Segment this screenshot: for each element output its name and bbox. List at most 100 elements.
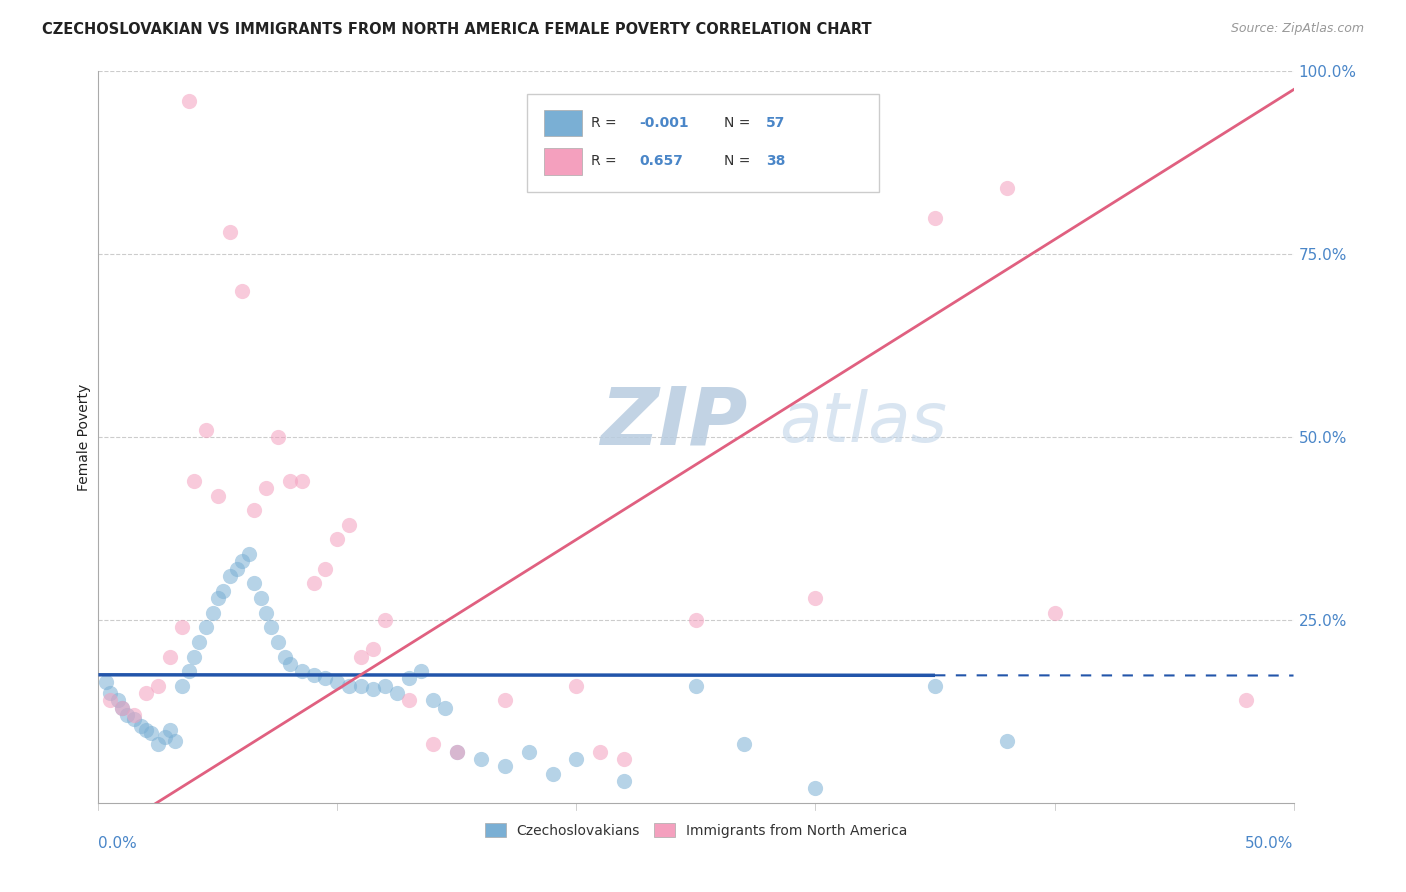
Point: [267, 430, 290, 444]
Point: [231, 284, 253, 298]
Point: [446, 745, 468, 759]
Text: N =: N =: [724, 116, 755, 130]
Point: [124, 708, 146, 723]
Point: [315, 562, 337, 576]
Point: [363, 642, 385, 657]
Text: 57: 57: [766, 116, 786, 130]
Point: [924, 211, 946, 225]
Point: [94, 675, 117, 690]
Point: [494, 693, 516, 707]
Point: [302, 576, 325, 591]
Point: [685, 679, 707, 693]
Point: [422, 737, 444, 751]
Point: [124, 712, 146, 726]
Point: [326, 533, 349, 547]
Point: [139, 726, 162, 740]
Point: [565, 752, 588, 766]
Point: [107, 693, 129, 707]
Point: [219, 569, 242, 583]
Point: [259, 620, 281, 634]
Point: [398, 693, 420, 707]
Point: [291, 664, 314, 678]
Point: [202, 606, 225, 620]
Text: N =: N =: [724, 154, 755, 169]
Point: [613, 752, 636, 766]
Point: [291, 474, 314, 488]
Point: [339, 679, 361, 693]
Point: [231, 554, 253, 568]
Point: [219, 225, 242, 239]
Y-axis label: Female Poverty: Female Poverty: [77, 384, 91, 491]
Point: [195, 423, 218, 437]
Point: [243, 576, 266, 591]
Point: [172, 620, 194, 634]
Point: [1043, 606, 1066, 620]
Text: 38: 38: [766, 154, 786, 169]
Point: [422, 693, 444, 707]
Point: [565, 679, 588, 693]
Point: [470, 752, 492, 766]
Point: [131, 719, 153, 733]
Point: [115, 708, 138, 723]
Point: [363, 682, 385, 697]
Point: [517, 745, 540, 759]
Point: [385, 686, 409, 700]
Point: [243, 503, 266, 517]
Point: [238, 547, 260, 561]
Point: [278, 657, 301, 671]
Text: atlas: atlas: [779, 389, 948, 456]
Text: R =: R =: [591, 116, 620, 130]
Point: [207, 591, 229, 605]
Text: ZIP: ZIP: [600, 384, 748, 461]
Point: [254, 606, 277, 620]
Point: [159, 723, 181, 737]
Point: [924, 679, 946, 693]
Point: [446, 745, 468, 759]
Point: [183, 649, 205, 664]
Point: [211, 583, 233, 598]
Legend: Czechoslovakians, Immigrants from North America: Czechoslovakians, Immigrants from North …: [479, 817, 912, 844]
Point: [995, 733, 1018, 747]
Point: [187, 635, 209, 649]
Point: [613, 773, 636, 788]
Text: Source: ZipAtlas.com: Source: ZipAtlas.com: [1230, 22, 1364, 36]
Point: [685, 613, 707, 627]
Point: [494, 759, 516, 773]
Point: [195, 620, 218, 634]
Point: [1234, 693, 1257, 707]
Point: [148, 737, 170, 751]
Point: [250, 591, 273, 605]
Point: [374, 613, 396, 627]
Point: [226, 562, 249, 576]
Point: [254, 481, 277, 495]
Point: [98, 686, 122, 700]
Text: R =: R =: [591, 154, 620, 169]
Point: [995, 181, 1018, 195]
Point: [589, 745, 612, 759]
Point: [411, 664, 433, 678]
Point: [278, 474, 301, 488]
Point: [111, 700, 134, 714]
Point: [350, 679, 373, 693]
Point: [804, 591, 827, 605]
Point: [163, 733, 186, 747]
Point: [135, 723, 157, 737]
Point: [434, 700, 457, 714]
Point: [172, 679, 194, 693]
Point: [274, 649, 297, 664]
Point: [111, 700, 134, 714]
Point: [398, 672, 420, 686]
Point: [326, 675, 349, 690]
Point: [267, 635, 290, 649]
Point: [804, 781, 827, 796]
Point: [179, 664, 201, 678]
Point: [302, 667, 325, 681]
Point: [339, 517, 361, 532]
Point: [148, 679, 170, 693]
Point: [179, 94, 201, 108]
Point: [98, 693, 122, 707]
Point: [541, 766, 564, 780]
Point: [374, 679, 396, 693]
Point: [350, 649, 373, 664]
Text: 50.0%: 50.0%: [1246, 836, 1294, 851]
